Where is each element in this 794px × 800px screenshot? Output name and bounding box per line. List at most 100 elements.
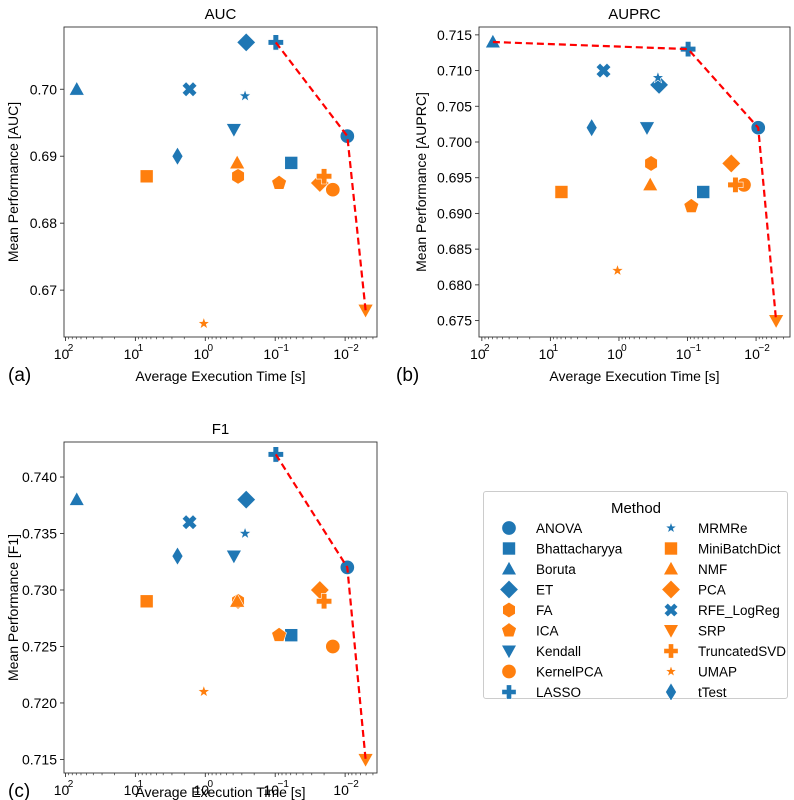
point-umap <box>196 316 211 330</box>
x-tick-label: 10 <box>194 782 210 798</box>
legend-item-srp: SRP <box>662 624 726 639</box>
star-marker-shape <box>196 316 211 330</box>
panel-label: (a) <box>8 365 31 386</box>
legend-label: LASSO <box>536 685 581 700</box>
triangle-up-marker-shape <box>229 154 246 170</box>
triangle-up-marker-shape <box>662 560 680 576</box>
square-marker-shape <box>664 541 678 556</box>
thin-diamond-marker-shape <box>171 546 184 566</box>
x-marker-shape <box>181 514 198 531</box>
x-tick-exponent: −1 <box>278 343 290 354</box>
x-tick-label: 10 <box>54 782 70 798</box>
legend-label: MRMRe <box>698 521 748 536</box>
x-tick-label: 10 <box>539 346 555 362</box>
point-kernelpca <box>325 639 341 654</box>
y-axis-label: Mean Performance [AUC] <box>5 102 21 262</box>
legend-item-anova: ANOVA <box>501 520 582 536</box>
y-tick-label: 0.67 <box>30 282 57 298</box>
y-tick-label: 0.680 <box>437 277 472 293</box>
star-marker-shape <box>238 526 252 540</box>
plus-marker-shape <box>316 168 333 185</box>
point-boruta <box>484 33 501 49</box>
point-minibatchdict <box>554 185 569 199</box>
star-icon <box>664 664 678 677</box>
legend-item-ica: ICA <box>501 622 559 639</box>
x-tick-label: 10 <box>744 346 760 362</box>
x-tick-exponent: 1 <box>553 343 559 354</box>
square-marker-shape <box>284 628 299 642</box>
diamond-marker-shape <box>661 579 681 600</box>
x-tick-label: 10 <box>124 346 140 362</box>
point-truncatedsvd <box>316 168 333 185</box>
triangle-up-marker-shape <box>229 592 246 608</box>
legend-item-boruta: Boruta <box>500 560 576 577</box>
triangle-down-marker-shape <box>225 549 242 565</box>
x-tick-exponent: 2 <box>484 343 490 354</box>
chart-title: F1 <box>212 421 230 438</box>
square-icon <box>502 541 516 556</box>
hexagon-marker-shape <box>644 155 658 172</box>
legend-label: TruncatedSVD <box>698 644 786 659</box>
point-rfe-logreg <box>181 81 198 98</box>
x-tick-exponent: 0 <box>621 343 627 354</box>
x-tick-exponent: 2 <box>68 779 74 790</box>
legend-title: Method <box>611 500 661 517</box>
star-marker-shape <box>664 664 678 677</box>
point-fa <box>644 155 658 172</box>
star-marker-shape <box>651 70 665 84</box>
triangle-up-marker-shape <box>642 176 659 192</box>
legend-canvas: Method ANOVA Bhattacharyya Boruta ET FA ICA Ken… <box>499 500 786 700</box>
point-lasso <box>680 41 697 58</box>
diamond-marker-shape <box>721 153 742 174</box>
x-tick-exponent: −2 <box>347 779 359 790</box>
triangle-up-marker-shape <box>68 491 85 506</box>
pareto-front-line <box>492 40 778 321</box>
x-tick-label: 10 <box>333 346 349 362</box>
chart-title: AUC <box>205 6 237 23</box>
legend-label: tTest <box>698 685 727 700</box>
circle-icon <box>501 664 517 679</box>
y-tick-label: 0.730 <box>22 582 57 598</box>
panel-label: (b) <box>396 365 419 386</box>
chart-title: AUPRC <box>608 6 661 23</box>
point-minibatchdict <box>139 169 154 184</box>
y-tick-label: 0.675 <box>437 313 472 329</box>
legend-label: Kendall <box>536 644 581 659</box>
y-tick-label: 0.740 <box>22 469 57 485</box>
square-marker-shape <box>696 185 711 199</box>
point-fa <box>231 168 245 185</box>
point-et <box>649 75 669 95</box>
thin-diamond-marker-shape <box>665 682 677 700</box>
point-et <box>236 489 256 510</box>
point-ica <box>683 198 700 213</box>
x-marker-shape <box>595 62 612 79</box>
x-tick-label: 10 <box>124 782 140 798</box>
point-kendall <box>638 121 656 137</box>
triangle-down-marker-shape <box>500 644 518 660</box>
legend-item-bhattacharyya: Bhattacharyya <box>502 541 623 557</box>
thin-diamond-marker-shape <box>585 118 598 138</box>
star-marker-shape <box>664 521 678 534</box>
triangle-up-marker-shape <box>68 80 85 96</box>
point-pca <box>721 153 742 174</box>
triangle-down-marker-shape <box>225 123 242 138</box>
legend-item-et: ET <box>499 579 553 600</box>
y-tick-label: 0.695 <box>437 170 472 186</box>
y-tick-label: 0.69 <box>30 148 57 164</box>
triangle-up-marker-shape <box>500 560 518 576</box>
triangle-down-marker-shape <box>638 121 656 137</box>
legend-item-nmf: NMF <box>662 560 727 577</box>
diamond-icon <box>499 579 519 600</box>
chart-auprc: AUPRC 0.675 0.680 0.685 0.690 0.695 0.700 0.705… <box>396 6 791 386</box>
y-tick-label: 0.70 <box>30 81 57 97</box>
x-tick-label: 10 <box>333 782 349 798</box>
pentagon-marker-shape <box>271 174 287 190</box>
plus-marker-shape <box>680 41 697 58</box>
square-marker-shape <box>502 541 516 556</box>
x-tick-exponent: 1 <box>138 343 144 354</box>
y-axis-label: Mean Performance [F1] <box>5 534 21 681</box>
point-nmf <box>229 592 246 608</box>
